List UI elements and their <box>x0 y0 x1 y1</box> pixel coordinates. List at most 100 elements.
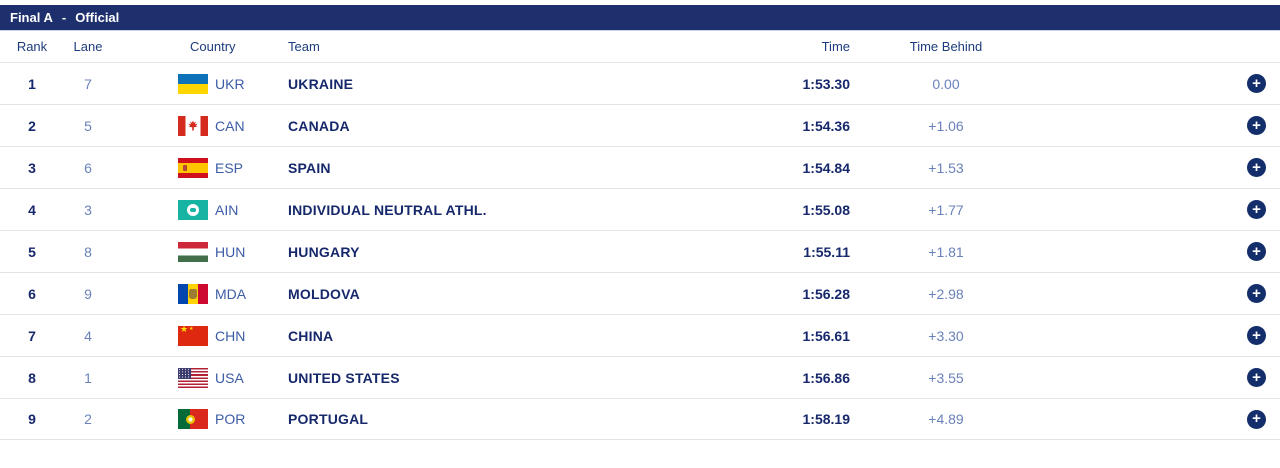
rank-value: 4 <box>28 201 36 218</box>
country-code: HUN <box>215 243 246 260</box>
country-code: POR <box>215 411 246 427</box>
country-cell: ESP <box>112 157 280 178</box>
lane-value: 4 <box>84 327 92 344</box>
table-row: 8 1 USA UNITED STATES 1:56.86 +3.55 + <box>0 356 1280 398</box>
table-row: 6 9 MDA MOLDOVA 1:56.28 +2.98 + <box>0 272 1280 314</box>
table-row: 4 3 AIN INDIVIDUAL NEUTRAL ATHL. 1:55.08… <box>0 188 1280 230</box>
flag-ukr-icon <box>178 73 208 94</box>
plus-icon: + <box>1252 326 1261 344</box>
plus-icon: + <box>1252 368 1261 386</box>
plus-icon: + <box>1252 116 1261 134</box>
flag-chn-icon <box>178 325 208 346</box>
ain-emblem-icon <box>187 203 199 216</box>
spain-crest-icon <box>183 164 187 171</box>
header-time: Time <box>821 39 850 54</box>
country-cell: CHN <box>112 325 280 346</box>
plus-icon: + <box>1252 410 1261 427</box>
rank-value: 5 <box>28 243 36 260</box>
header-rank: Rank <box>16 39 48 54</box>
country-cell: POR <box>112 409 280 429</box>
country-code: CHN <box>215 327 246 344</box>
time-value: 1:55.11 <box>803 243 850 260</box>
flag-por-icon <box>178 409 208 429</box>
result-status: Official <box>75 10 120 25</box>
flag-esp-icon <box>178 157 208 178</box>
flag-usa-icon <box>178 367 208 388</box>
table-row: 3 6 ESP SPAIN 1:54.84 +1.53 + <box>0 146 1280 188</box>
country-code: USA <box>215 369 244 386</box>
time-behind-value: +1.81 <box>928 243 964 260</box>
event-title: Final A <box>10 10 53 25</box>
time-value: 1:55.08 <box>802 201 850 218</box>
plus-icon: + <box>1252 74 1261 92</box>
header-lane: Lane <box>73 39 103 54</box>
expand-row-button[interactable]: + <box>1247 409 1266 429</box>
flag-hun-icon <box>178 241 208 262</box>
lane-value: 8 <box>84 243 92 260</box>
maple-leaf-icon <box>188 120 198 131</box>
country-cell: UKR <box>112 73 280 94</box>
expand-row-button[interactable]: + <box>1247 284 1266 303</box>
lane-value: 6 <box>84 159 92 176</box>
rank-value: 8 <box>28 369 36 386</box>
country-cell: HUN <box>112 241 280 262</box>
team-name: HUNGARY <box>288 243 360 260</box>
header-time-behind: Time Behind <box>909 39 983 54</box>
table-row: 9 2 POR PORTUGAL 1:58.19 +4.89 + <box>0 398 1280 440</box>
country-code: ESP <box>215 159 244 176</box>
country-cell: USA <box>112 367 280 388</box>
results-panel: Final A - Official Rank Lane Country Tea… <box>0 5 1280 440</box>
moldova-crest-icon <box>189 288 197 299</box>
title-separator: - <box>61 10 67 25</box>
plus-icon: + <box>1252 284 1261 302</box>
table-row: 7 4 CHN CHINA 1:56.61 +3.30 + <box>0 314 1280 356</box>
portugal-crest-icon <box>186 415 195 424</box>
rank-value: 9 <box>28 411 36 427</box>
time-behind-value: 0.00 <box>932 75 960 92</box>
country-code: MDA <box>215 285 247 302</box>
table-header-row: Rank Lane Country Team Time Time Behind <box>0 31 1280 62</box>
expand-row-button[interactable]: + <box>1247 242 1266 261</box>
header-country: Country <box>190 39 236 54</box>
team-name: PORTUGAL <box>288 411 369 427</box>
team-name: MOLDOVA <box>288 285 360 302</box>
rank-value: 6 <box>28 285 36 302</box>
lane-value: 2 <box>84 411 92 427</box>
time-behind-value: +1.06 <box>928 117 964 134</box>
flag-mda-icon <box>178 283 208 304</box>
time-behind-value: +1.53 <box>928 159 964 176</box>
rank-value: 1 <box>28 75 36 92</box>
time-value: 1:56.86 <box>802 369 850 386</box>
plus-icon: + <box>1252 158 1261 176</box>
time-behind-value: +3.30 <box>928 327 964 344</box>
country-code: CAN <box>215 117 245 134</box>
plus-icon: + <box>1252 200 1261 218</box>
time-value: 1:54.36 <box>802 117 850 134</box>
table-row: 1 7 UKR UKRAINE 1:53.30 0.00 + <box>0 62 1280 104</box>
team-name: UNITED STATES <box>288 369 400 386</box>
time-value: 1:58.19 <box>802 411 850 427</box>
team-name: CHINA <box>288 327 334 344</box>
expand-row-button[interactable]: + <box>1247 74 1266 93</box>
expand-row-button[interactable]: + <box>1247 368 1266 387</box>
lane-value: 3 <box>84 201 92 218</box>
team-name: SPAIN <box>288 159 331 176</box>
lane-value: 7 <box>84 75 92 92</box>
flag-ain-icon <box>178 199 208 220</box>
team-name: CANADA <box>288 117 350 134</box>
time-value: 1:56.28 <box>802 285 850 302</box>
time-behind-value: +3.55 <box>928 369 964 386</box>
lane-value: 1 <box>84 369 92 386</box>
expand-row-button[interactable]: + <box>1247 200 1266 219</box>
expand-row-button[interactable]: + <box>1247 158 1266 177</box>
plus-icon: + <box>1252 242 1261 260</box>
country-cell: AIN <box>112 199 280 220</box>
results-title-bar: Final A - Official <box>0 5 1280 31</box>
expand-row-button[interactable]: + <box>1247 326 1266 345</box>
time-behind-value: +2.98 <box>928 285 964 302</box>
expand-row-button[interactable]: + <box>1247 116 1266 135</box>
country-code: UKR <box>215 75 245 92</box>
time-behind-value: +4.89 <box>928 411 964 427</box>
rank-value: 2 <box>28 117 36 134</box>
table-row: 5 8 HUN HUNGARY 1:55.11 +1.81 + <box>0 230 1280 272</box>
